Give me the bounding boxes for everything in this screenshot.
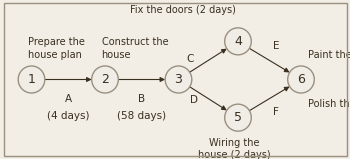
Text: 6: 6 [297, 73, 305, 86]
Text: 4: 4 [234, 35, 242, 48]
Text: Fix the doors (2 days): Fix the doors (2 days) [130, 5, 235, 15]
Text: D: D [190, 95, 198, 105]
Text: 5: 5 [234, 111, 242, 124]
Ellipse shape [288, 66, 314, 93]
Text: Wiring the
house (2 days): Wiring the house (2 days) [198, 138, 271, 159]
Text: A: A [65, 94, 72, 104]
Text: C: C [187, 54, 194, 64]
Ellipse shape [225, 28, 251, 55]
Text: (58 days): (58 days) [117, 111, 166, 121]
Text: Construct the
house: Construct the house [102, 37, 168, 60]
Text: (4 days): (4 days) [47, 111, 90, 121]
Text: E: E [273, 41, 280, 51]
Text: 2: 2 [101, 73, 109, 86]
Text: Paint the house (1 day): Paint the house (1 day) [308, 50, 350, 60]
Ellipse shape [92, 66, 118, 93]
Ellipse shape [225, 104, 251, 131]
Text: Polish the doors (1 day): Polish the doors (1 day) [308, 99, 350, 109]
Text: F: F [273, 107, 279, 117]
Ellipse shape [18, 66, 45, 93]
Text: Prepare the
house plan: Prepare the house plan [28, 37, 85, 60]
Text: 1: 1 [28, 73, 35, 86]
Text: B: B [138, 94, 145, 104]
Ellipse shape [165, 66, 192, 93]
Text: 3: 3 [175, 73, 182, 86]
